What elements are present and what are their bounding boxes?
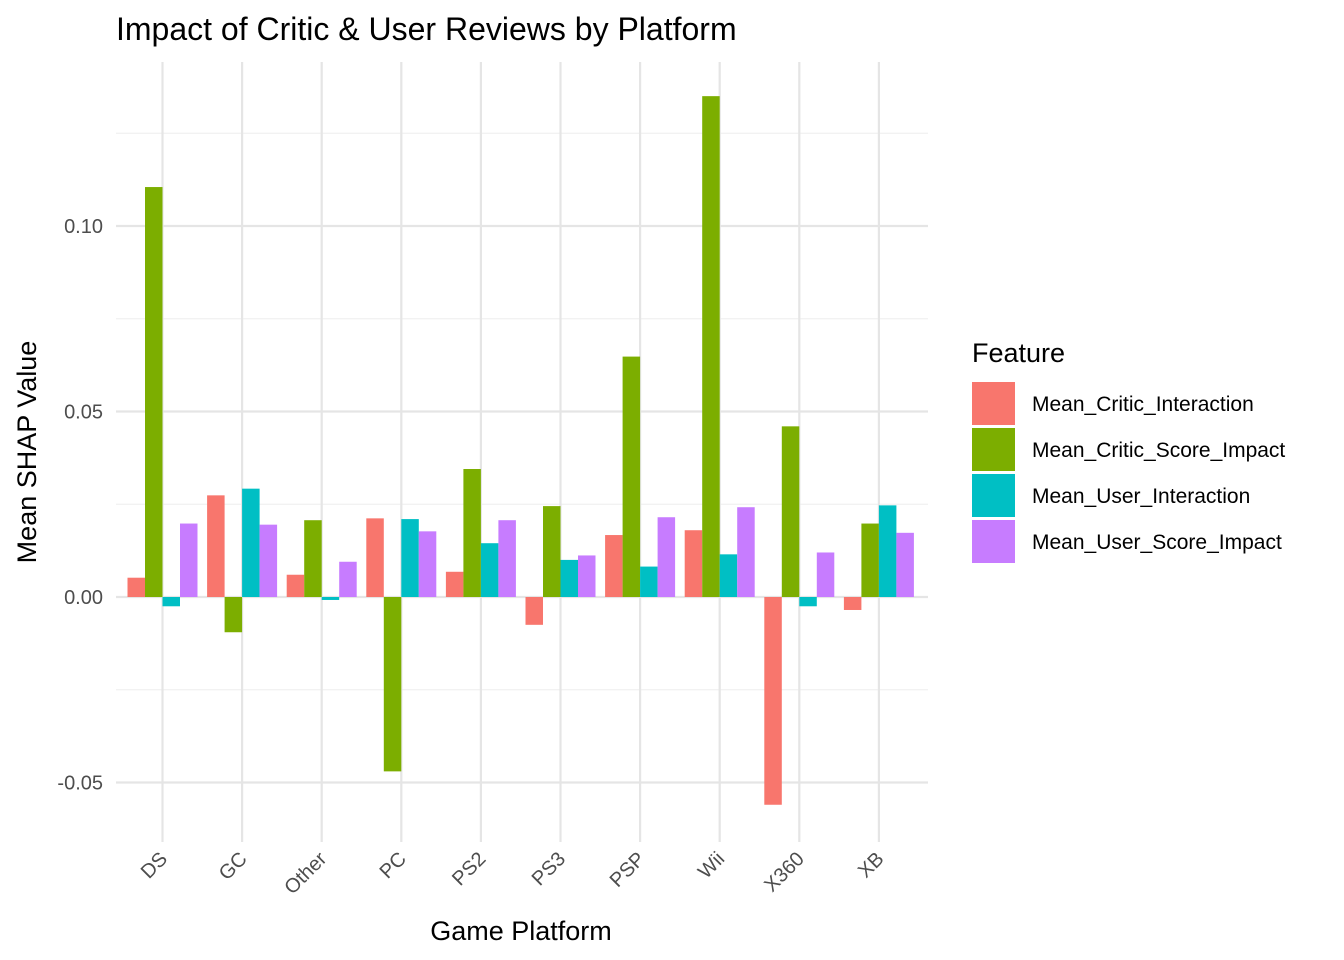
bar-ps3-mean-user-score-impact [578, 555, 596, 597]
y-tick-label: 0.00 [64, 587, 103, 609]
x-tick-label: Wii [694, 848, 729, 883]
x-tick-label: DS [137, 848, 172, 883]
bar-x360-mean-critic-score-impact [781, 426, 800, 597]
x-tick-labels: DS GC Other PC PS2 PS3 PSP Wii X360 XB [137, 848, 889, 899]
bar-x360-mean-critic-interaction [764, 597, 782, 805]
bar-ds-mean-critic-interaction [127, 577, 145, 597]
bar-other-mean-critic-score-impact [304, 520, 322, 597]
bar-psp-mean-user-score-impact [657, 517, 676, 597]
x-tick-label: PS3 [528, 848, 570, 890]
bar-pc-mean-user-score-impact [418, 531, 437, 597]
x-tick-label: PSP [606, 848, 650, 892]
bar-ds-mean-user-interaction [162, 597, 180, 607]
bar-ps2-mean-critic-score-impact [463, 469, 481, 597]
y-tick-labels: -0.05 0.00 0.05 0.10 [57, 216, 103, 795]
bar-other-mean-user-score-impact [339, 561, 357, 597]
x-tick-label: PC [376, 848, 411, 883]
bar-x360-mean-user-score-impact [816, 552, 835, 597]
x-tick-label: XB [854, 848, 888, 882]
bar-ps2-mean-critic-interaction [445, 571, 464, 597]
bar-ps2-mean-user-score-impact [498, 520, 516, 597]
bar-gc-mean-user-score-impact [259, 524, 278, 597]
bar-wii-mean-user-score-impact [737, 507, 755, 597]
bar-wii-mean-user-interaction [719, 554, 738, 597]
legend-title: Feature [972, 338, 1065, 368]
legend-label: Mean_User_Score_Impact [1032, 531, 1282, 554]
y-tick-label: -0.05 [57, 773, 103, 795]
bar-psp-mean-critic-interaction [605, 535, 623, 597]
x-tick-label: PS2 [448, 848, 490, 890]
bar-xb-mean-critic-interaction [843, 597, 862, 610]
bar-ds-mean-user-score-impact [180, 523, 198, 597]
bar-gc-mean-critic-score-impact [224, 597, 243, 633]
bar-xb-mean-critic-score-impact [861, 523, 879, 597]
bar-ps2-mean-user-interaction [480, 543, 499, 597]
bar-x360-mean-user-interaction [799, 597, 817, 607]
x-tick-label: X360 [760, 848, 809, 897]
bar-pc-mean-user-interaction [401, 519, 419, 597]
bar-xb-mean-user-interaction [878, 505, 897, 597]
bar-psp-mean-critic-score-impact [622, 356, 641, 597]
bar-ps3-mean-critic-interaction [525, 597, 543, 625]
legend-label: Mean_Critic_Interaction [1032, 393, 1254, 416]
bar-wii-mean-critic-score-impact [702, 96, 720, 598]
bar-xb-mean-user-score-impact [896, 532, 914, 597]
bar-pc-mean-critic-score-impact [383, 597, 402, 772]
legend-key [972, 474, 1015, 517]
bar-wii-mean-critic-interaction [684, 530, 703, 597]
x-tick-label: Other [280, 848, 331, 899]
bar-ps3-mean-critic-score-impact [543, 506, 561, 597]
legend-key [972, 520, 1015, 563]
bar-ps3-mean-user-interaction [560, 559, 578, 597]
legend: Feature Mean_Critic_Interaction Mean_Crit… [972, 338, 1285, 563]
chart-title: Impact of Critic & User Reviews by Platf… [116, 11, 737, 47]
y-axis-title: Mean SHAP Value [12, 341, 42, 564]
x-axis-title: Game Platform [430, 916, 612, 946]
legend-key [972, 428, 1015, 471]
bar-gc-mean-user-interaction [242, 488, 260, 597]
bars [127, 96, 914, 805]
bar-other-mean-user-interaction [321, 597, 340, 600]
grid-lines [116, 62, 928, 842]
x-tick-label: GC [215, 848, 252, 885]
bar-gc-mean-critic-interaction [207, 495, 225, 597]
legend-label: Mean_Critic_Score_Impact [1032, 439, 1285, 462]
bar-pc-mean-critic-interaction [366, 518, 384, 597]
y-tick-label: 0.10 [64, 216, 103, 238]
legend-key [972, 382, 1015, 425]
bar-ds-mean-critic-score-impact [145, 187, 163, 598]
legend-label: Mean_User_Interaction [1032, 485, 1250, 508]
y-tick-label: 0.05 [64, 402, 103, 424]
bar-psp-mean-user-interaction [640, 566, 658, 597]
bar-other-mean-critic-interaction [286, 574, 305, 597]
